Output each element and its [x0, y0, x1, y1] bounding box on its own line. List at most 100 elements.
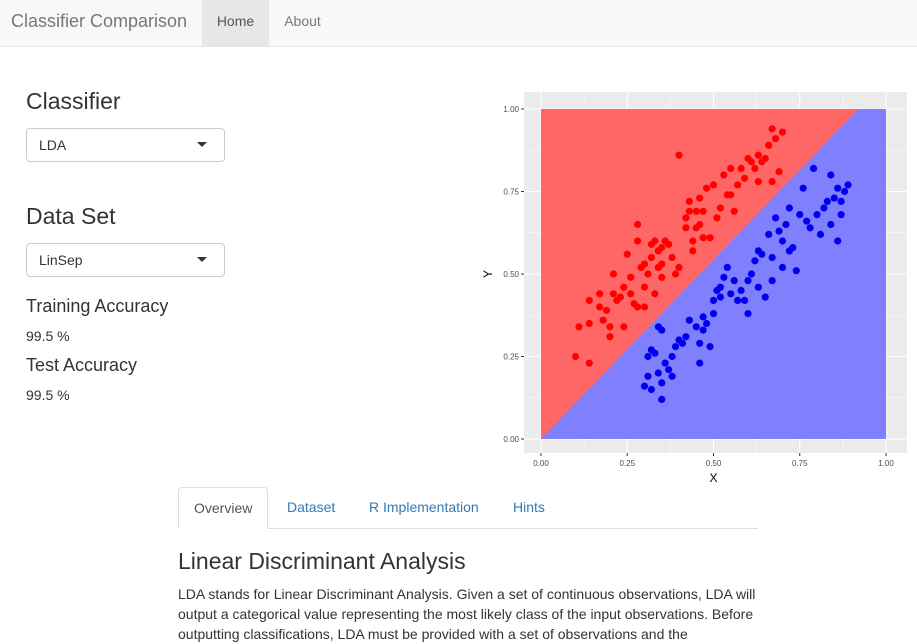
data-point-red [585, 319, 593, 328]
data-point-blue [754, 283, 762, 291]
data-point-red [671, 270, 680, 278]
nav-about[interactable]: About [284, 13, 321, 29]
data-point-blue [696, 359, 704, 367]
data-point-blue [678, 339, 687, 347]
data-point-red [689, 247, 697, 255]
data-point-blue [661, 359, 669, 367]
data-point-red [754, 151, 762, 159]
data-point-blue [665, 366, 673, 374]
data-point-red [716, 204, 724, 212]
data-point-blue [841, 187, 849, 196]
data-point-red [778, 128, 787, 136]
data-point-blue [844, 181, 852, 189]
data-point-red [599, 316, 607, 324]
y-tick-label: 0.75 [503, 188, 519, 197]
data-point-blue [720, 273, 728, 281]
x-tick-label: 0.50 [706, 459, 722, 468]
data-point-blue [647, 385, 655, 394]
data-point-blue [778, 237, 787, 245]
data-point-blue [761, 293, 769, 301]
tab-r-implementation[interactable]: R Implementation [369, 499, 479, 515]
data-point-red [703, 184, 711, 192]
tab-hints[interactable]: Hints [513, 499, 545, 515]
data-point-blue [703, 319, 711, 328]
data-point-blue [716, 293, 724, 301]
data-point-red [571, 352, 580, 361]
data-point-red [651, 237, 659, 245]
data-point-red [775, 168, 783, 176]
data-point-blue [772, 214, 780, 222]
data-point-blue [827, 220, 835, 229]
data-point-blue [644, 352, 652, 361]
data-point-blue [834, 184, 842, 192]
data-point-red [623, 250, 631, 258]
test-accuracy-value: 99.5 % [26, 387, 70, 403]
data-point-red [696, 220, 704, 229]
data-point-blue [792, 267, 800, 275]
classifier-heading: Classifier [26, 88, 121, 114]
classifier-select-value: LDA [39, 137, 67, 153]
data-point-blue [827, 171, 835, 179]
data-point-red [585, 296, 593, 304]
data-point-red [634, 220, 642, 229]
data-point-blue [837, 211, 845, 219]
data-point-blue [699, 326, 707, 334]
data-point-red [620, 283, 628, 291]
data-point-red [720, 171, 728, 179]
data-point-blue [785, 204, 793, 212]
navbar: Classifier Comparison Home About [0, 0, 917, 47]
data-point-blue [685, 316, 693, 324]
data-point-blue [751, 257, 759, 265]
tab-dataset[interactable]: Dataset [287, 499, 336, 515]
data-point-blue [658, 379, 666, 387]
data-point-red [640, 260, 649, 268]
data-point-blue [727, 290, 735, 298]
data-point-red [651, 290, 659, 298]
data-point-blue [723, 263, 731, 271]
data-point-blue [651, 349, 659, 357]
y-tick-label: 0.50 [503, 270, 519, 279]
content-title: Linear Discriminant Analysis [178, 548, 466, 574]
data-point-red [634, 303, 642, 311]
brand-title[interactable]: Classifier Comparison [11, 11, 188, 31]
data-point-blue [796, 211, 804, 219]
data-point-blue [668, 352, 676, 361]
data-point-blue [744, 310, 752, 318]
y-tick-label: 1.00 [503, 105, 519, 114]
data-point-red [609, 290, 618, 298]
data-point-red [692, 207, 700, 215]
tab-overview[interactable]: Overview [178, 487, 269, 529]
data-point-red [727, 164, 735, 172]
data-point-red [768, 125, 776, 133]
data-point-blue [730, 277, 738, 285]
x-tick-label: 0.25 [619, 459, 635, 468]
data-point-red [761, 154, 769, 163]
data-point-blue [765, 230, 773, 238]
data-point-red [585, 359, 593, 367]
data-point-red [620, 323, 628, 331]
y-axis-label: Y [481, 270, 495, 278]
data-point-red [768, 178, 776, 186]
data-point-blue [837, 197, 845, 205]
x-tick-label: 1.00 [878, 459, 894, 468]
data-point-blue [830, 194, 838, 202]
data-point-red [640, 303, 649, 311]
data-point-blue [768, 277, 776, 285]
data-point-blue [709, 296, 718, 304]
data-point-blue [778, 263, 787, 271]
content-paragraph: LDA stands for Linear Discriminant Analy… [178, 586, 756, 642]
classifier-select[interactable]: LDA [26, 128, 225, 162]
x-tick-label: 0.00 [533, 459, 549, 468]
data-point-red [668, 253, 676, 262]
data-point-blue [809, 164, 818, 172]
data-point-red [658, 244, 666, 252]
dataset-select-value: LinSep [39, 252, 83, 268]
data-point-blue [734, 296, 742, 304]
data-point-red [616, 293, 624, 301]
data-point-blue [699, 313, 707, 321]
tab-bar: Overview Dataset R Implementation Hints [178, 487, 758, 529]
data-point-blue [789, 244, 797, 252]
nav-home[interactable]: Home [202, 0, 269, 46]
dataset-select[interactable]: LinSep [26, 243, 225, 277]
data-point-blue [709, 310, 718, 318]
